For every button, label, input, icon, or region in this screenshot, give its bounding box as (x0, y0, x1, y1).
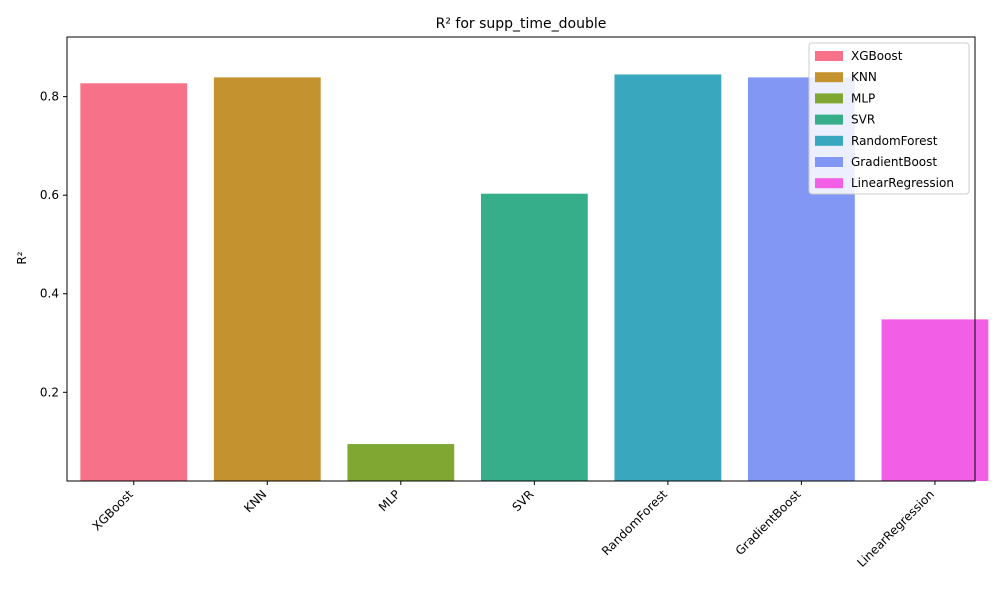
y-ticks-group: 0.2 0.4 0.6 0.8 (40, 90, 67, 399)
legend-label-knn: KNN (851, 70, 877, 84)
legend-swatch-gradientboost (815, 157, 843, 167)
legend-label-gradientboost: GradientBoost (851, 155, 937, 169)
y-tick-label: 0.6 (40, 188, 59, 202)
x-tick-label: RandomForest (599, 487, 670, 558)
plot-frame (66, 36, 976, 482)
legend-swatch-linearregression (815, 178, 843, 189)
bar-randomforest (614, 74, 722, 481)
bars-group (80, 74, 989, 482)
x-tick-label: GradientBoost (733, 487, 804, 558)
bar-svr (480, 193, 588, 482)
x-tick-label: SVR (509, 487, 536, 514)
y-tick-label: 0.4 (40, 287, 59, 301)
legend-swatch-svr (815, 114, 843, 125)
bar-xgboost (80, 83, 188, 481)
y-axis-label: R² (15, 251, 29, 264)
legend-label-svr: SVR (851, 113, 875, 127)
legend-swatch-knn (815, 72, 843, 83)
bar-linearregression (881, 319, 989, 481)
x-tick-label: KNN (241, 487, 269, 515)
legend-box (808, 42, 970, 195)
y-tick-label: 0.2 (40, 385, 59, 399)
legend-label-mlp: MLP (851, 91, 875, 105)
bar-mlp (347, 444, 455, 481)
legend-label-randomforest: RandomForest (851, 134, 938, 148)
legend-swatch-randomforest (815, 135, 843, 146)
chart-title: R² for supp_time_double (436, 16, 607, 32)
x-tick-label: XGBoost (90, 487, 136, 533)
bar-knn (213, 77, 321, 481)
legend: XGBoost KNN MLP SVR RandomForest GradientBoos… (808, 42, 970, 195)
x-tick-label: MLP (376, 487, 403, 514)
y-tick-label: 0.8 (40, 90, 59, 104)
legend-swatch-xgboost (815, 51, 843, 61)
x-ticks-group: XGBoost KNN MLP SVR RandomForest GradientBoos… (90, 481, 937, 570)
legend-label-xgboost: XGBoost (851, 49, 903, 63)
legend-swatch-mlp (815, 93, 843, 104)
legend-label-linearregression: LinearRegression (851, 176, 954, 190)
x-tick-label: LinearRegression (854, 487, 937, 570)
